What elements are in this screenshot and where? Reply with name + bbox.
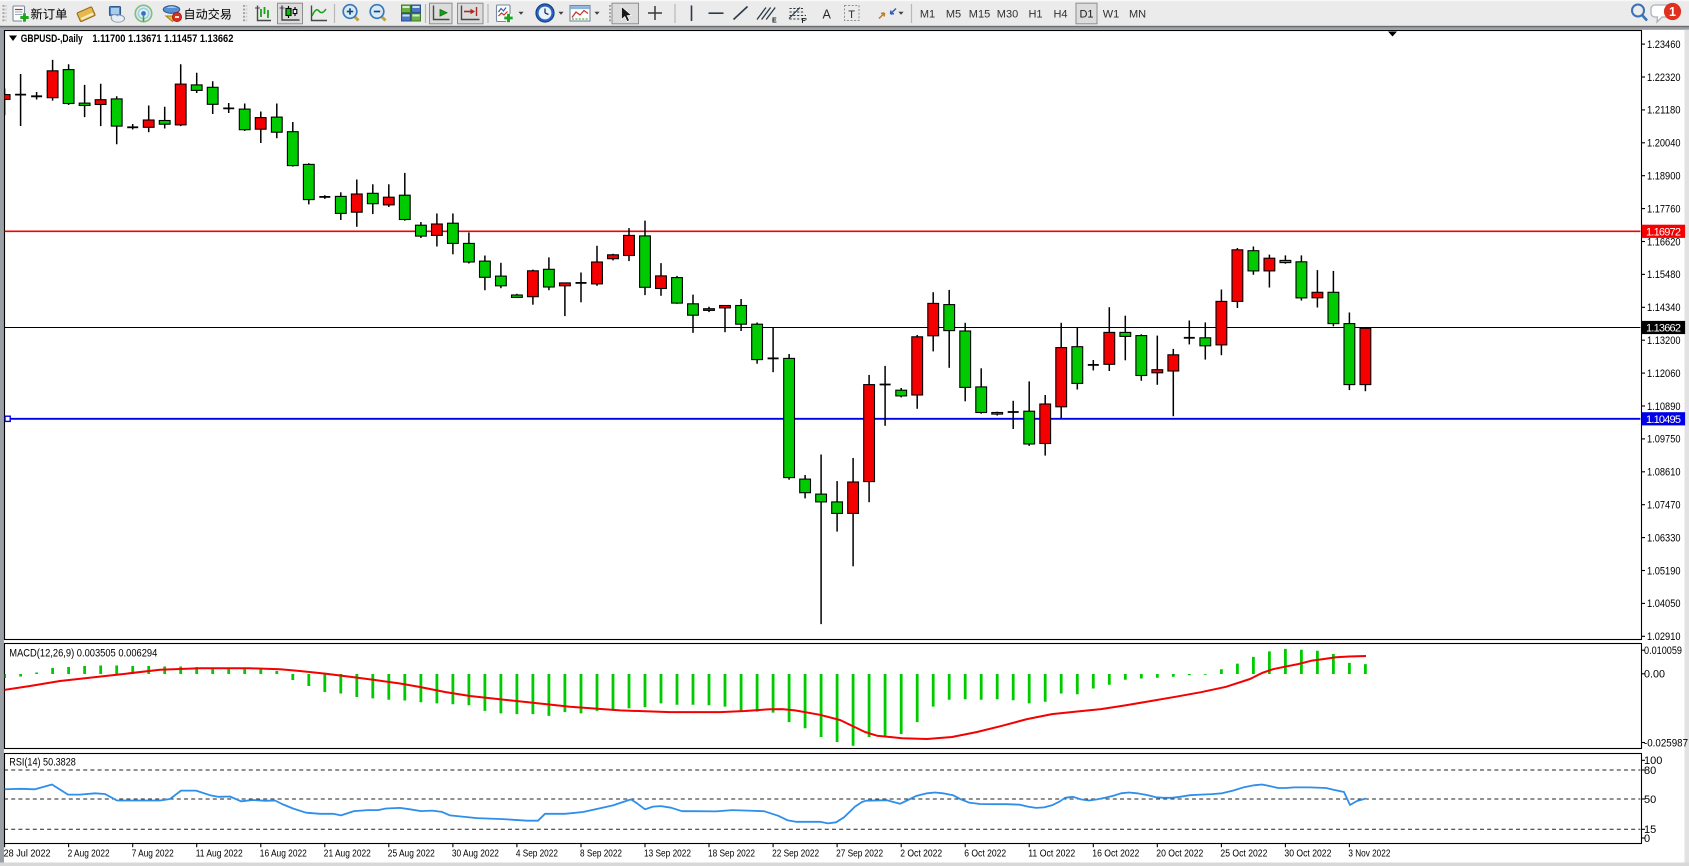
svg-text:1.07470: 1.07470 [1647, 500, 1681, 512]
svg-text:1.13662: 1.13662 [1646, 323, 1681, 335]
svg-text:13 Sep 2022: 13 Sep 2022 [644, 849, 691, 860]
svg-text:30 Oct 2022: 30 Oct 2022 [1284, 849, 1331, 860]
svg-text:W1: W1 [1103, 8, 1120, 20]
svg-text:1.04050: 1.04050 [1647, 598, 1681, 610]
svg-text:80: 80 [1644, 765, 1656, 777]
svg-text:1.23460: 1.23460 [1647, 39, 1681, 51]
svg-text:MACD(12,26,9) 0.003505 0.00629: MACD(12,26,9) 0.003505 0.006294 [9, 648, 157, 660]
svg-text:F: F [802, 18, 807, 25]
svg-text:1.13200: 1.13200 [1647, 335, 1681, 347]
svg-text:50: 50 [1644, 794, 1656, 806]
svg-text:100: 100 [1644, 755, 1662, 767]
svg-text:6 Oct 2022: 6 Oct 2022 [964, 849, 1006, 860]
svg-text:1.22320: 1.22320 [1647, 72, 1681, 84]
svg-text:30 Aug 2022: 30 Aug 2022 [452, 849, 499, 860]
svg-text:11 Oct 2022: 11 Oct 2022 [1028, 849, 1075, 860]
svg-text:1.11700 1.13671 1.11457 1.1366: 1.11700 1.13671 1.11457 1.13662 [92, 33, 233, 45]
svg-text:1.06330: 1.06330 [1647, 532, 1681, 544]
svg-text:1.12060: 1.12060 [1647, 368, 1681, 380]
svg-text:8 Sep 2022: 8 Sep 2022 [580, 849, 622, 860]
svg-text:T: T [848, 9, 855, 21]
svg-text:0.010059: 0.010059 [1644, 645, 1682, 657]
svg-text:RSI(14) 50.3828: RSI(14) 50.3828 [9, 757, 76, 769]
svg-text:1.21180: 1.21180 [1647, 105, 1681, 117]
svg-text:27 Sep 2022: 27 Sep 2022 [836, 849, 883, 860]
svg-text:M30: M30 [997, 8, 1018, 20]
svg-text:21 Aug 2022: 21 Aug 2022 [324, 849, 371, 860]
svg-text:GBPUSD-,Daily: GBPUSD-,Daily [21, 33, 84, 45]
svg-text:15: 15 [1644, 824, 1656, 836]
svg-text:MN: MN [1129, 8, 1146, 20]
svg-text:1.05190: 1.05190 [1647, 565, 1681, 577]
svg-text:4 Sep 2022: 4 Sep 2022 [516, 849, 558, 860]
svg-text:11 Aug 2022: 11 Aug 2022 [196, 849, 243, 860]
svg-text:25 Oct 2022: 25 Oct 2022 [1220, 849, 1267, 860]
svg-text:3 Nov 2022: 3 Nov 2022 [1348, 849, 1390, 860]
svg-text:M1: M1 [920, 8, 935, 20]
svg-text:H4: H4 [1053, 8, 1067, 20]
svg-text:1.20040: 1.20040 [1647, 138, 1681, 150]
svg-text:M5: M5 [946, 8, 961, 20]
svg-text:0.00: 0.00 [1644, 669, 1665, 681]
svg-text:1.17760: 1.17760 [1647, 203, 1681, 215]
svg-text:22 Sep 2022: 22 Sep 2022 [772, 849, 819, 860]
svg-text:1.15480: 1.15480 [1647, 269, 1681, 281]
svg-text:25 Aug 2022: 25 Aug 2022 [388, 849, 435, 860]
svg-text:18 Sep 2022: 18 Sep 2022 [708, 849, 755, 860]
svg-text:A: A [823, 8, 832, 22]
svg-text:-0.025987: -0.025987 [1644, 737, 1688, 749]
svg-text:28 Jul 2022: 28 Jul 2022 [4, 849, 51, 860]
svg-text:1.16620: 1.16620 [1647, 236, 1681, 248]
svg-text:1.14340: 1.14340 [1647, 302, 1681, 314]
svg-text:1.02910: 1.02910 [1647, 631, 1681, 643]
svg-text:0: 0 [1644, 833, 1650, 845]
svg-text:1.10890: 1.10890 [1647, 401, 1681, 413]
svg-text:1: 1 [1669, 5, 1676, 19]
svg-text:M15: M15 [969, 8, 990, 20]
svg-text:1.18900: 1.18900 [1647, 171, 1681, 183]
svg-text:2 Oct 2022: 2 Oct 2022 [900, 849, 942, 860]
svg-text:1.09750: 1.09750 [1647, 434, 1681, 446]
svg-text:16 Aug 2022: 16 Aug 2022 [260, 849, 307, 860]
svg-text:1.08610: 1.08610 [1647, 467, 1681, 479]
svg-text:16 Oct 2022: 16 Oct 2022 [1092, 849, 1139, 860]
svg-text:2 Aug 2022: 2 Aug 2022 [68, 849, 110, 860]
svg-text:1.16972: 1.16972 [1646, 226, 1681, 238]
svg-text:1.10495: 1.10495 [1646, 414, 1681, 426]
svg-text:20 Oct 2022: 20 Oct 2022 [1156, 849, 1203, 860]
svg-text:H1: H1 [1028, 8, 1042, 20]
svg-text:7 Aug 2022: 7 Aug 2022 [132, 849, 174, 860]
svg-text:D1: D1 [1079, 8, 1093, 20]
svg-text:E: E [772, 18, 777, 25]
